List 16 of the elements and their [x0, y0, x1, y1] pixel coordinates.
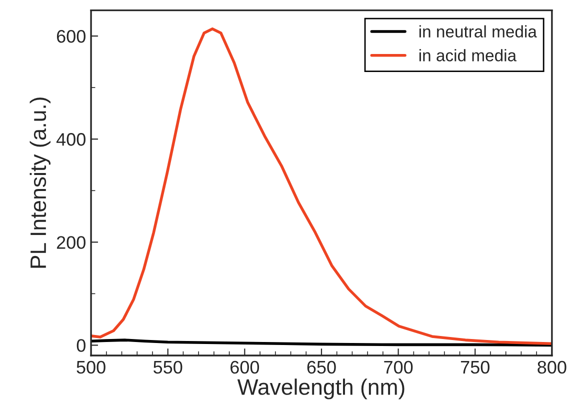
- legend-label: in neutral media: [419, 25, 537, 38]
- y-axis-title: PL Intensity (a.u.): [30, 98, 50, 268]
- x-axis-title: Wavelength (nm): [237, 378, 404, 400]
- x-tick-label: 750: [460, 360, 490, 374]
- x-tick-label: 800: [538, 360, 566, 374]
- y-tick-label: 0: [76, 339, 86, 352]
- line-series: [91, 27, 552, 346]
- y-tick-label: 400: [56, 133, 86, 146]
- x-tick-label: 550: [154, 360, 182, 374]
- x-tick-label: 500: [76, 360, 106, 374]
- x-tick-label: 700: [384, 360, 413, 374]
- x-tick-label: 650: [307, 360, 336, 374]
- legend-label: in acid media: [419, 49, 517, 62]
- y-tick-label: 200: [56, 236, 86, 249]
- y-tick-label: 600: [56, 30, 86, 43]
- x-tick-label: 600: [230, 360, 260, 374]
